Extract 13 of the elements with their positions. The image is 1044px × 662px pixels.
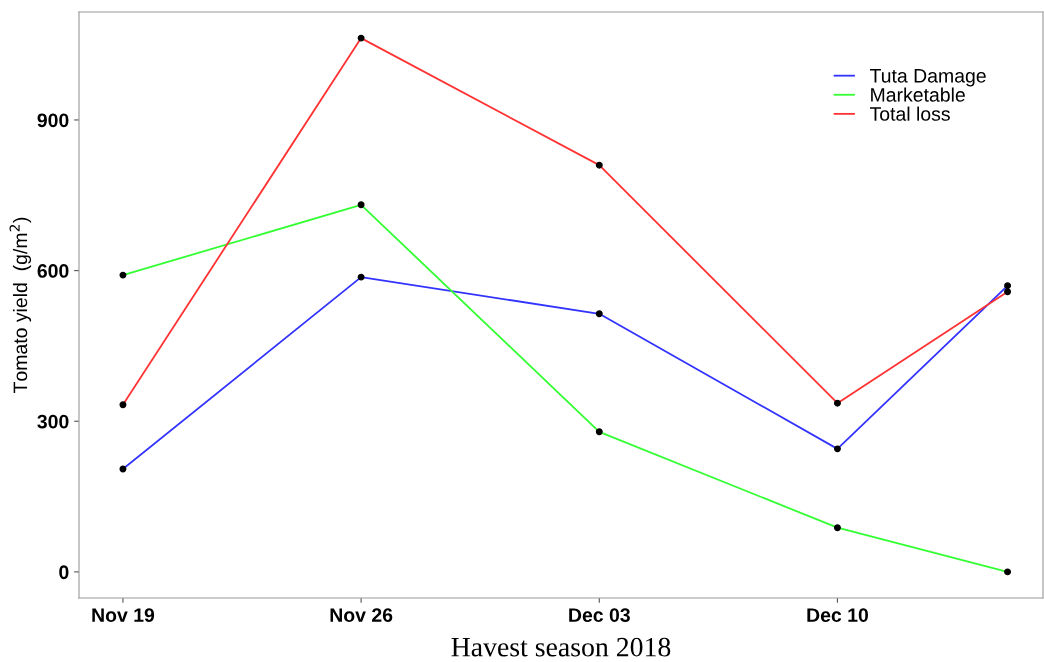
legend-label: Marketable xyxy=(871,87,965,102)
x-axis-title: Havest season 2018 xyxy=(451,637,671,657)
y-tick-label: 300 xyxy=(37,414,69,429)
x-tick-label: Nov 19 xyxy=(92,608,155,622)
x-tick-label: Nov 26 xyxy=(330,608,393,622)
legend-label: Total loss xyxy=(869,106,950,121)
legend-label: Tuta Damage xyxy=(869,69,986,87)
y-tick-label: 0 xyxy=(59,565,69,580)
x-tick-label: Dec 03 xyxy=(569,608,630,623)
x-tick-label: Dec 10 xyxy=(807,608,868,622)
y-tick-label: 900 xyxy=(37,113,69,128)
y-tick-label: 600 xyxy=(37,264,69,278)
y-axis-title: Tomato yield (g/m$^{2}$) xyxy=(9,217,32,394)
